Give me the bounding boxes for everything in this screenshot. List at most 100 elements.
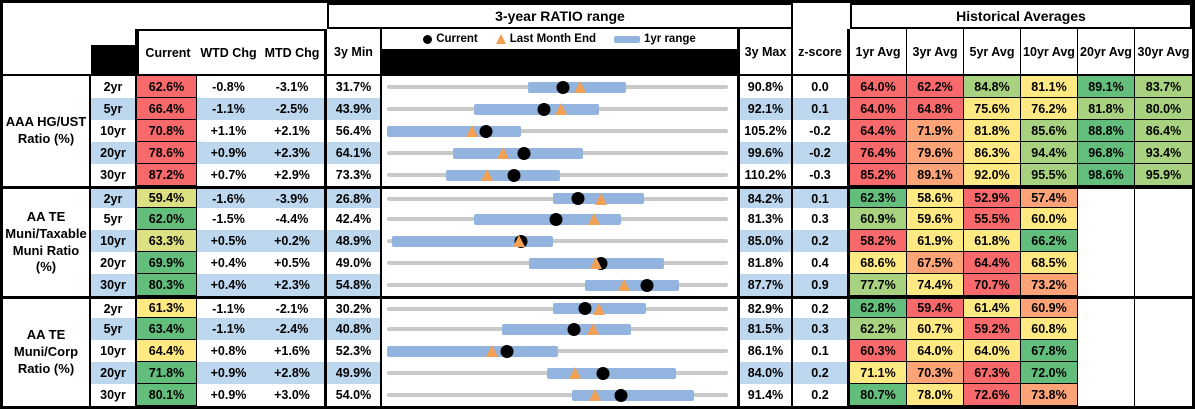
wtd-chg-cell: +0.9% [197, 362, 260, 384]
current-dot-marker [556, 80, 570, 94]
wtd-chg-cell: +1.1% [197, 120, 260, 142]
current-cell: 64.4% [137, 340, 197, 362]
avg-cell-empty [1078, 340, 1135, 362]
mtd-chg-cell: -2.1% [260, 296, 327, 318]
col-header-wtd-chg: WTD Chg [197, 29, 260, 76]
wtd-chg-cell: +0.4% [197, 252, 260, 274]
avg-cell: 67.5% [907, 252, 964, 274]
avg-cell: 81.8% [1078, 98, 1135, 120]
legend-1yr-range-label: 1yr range [644, 33, 696, 45]
avg-cell: 72.6% [964, 384, 1021, 406]
header-top-left-spacer [3, 3, 327, 29]
current-cell: 62.0% [137, 208, 197, 230]
mtd-chg-cell: +2.9% [260, 164, 327, 186]
zscore-cell: 0.4 [793, 252, 850, 274]
avg-cell: 96.8% [1078, 142, 1135, 164]
last-month-triangle-marker [465, 125, 478, 137]
avg-cell: 92.0% [964, 164, 1021, 186]
zscore-cell: 0.2 [793, 362, 850, 384]
range-chart-cell [382, 76, 740, 98]
zscore-cell: -0.2 [793, 120, 850, 142]
max-3y-cell: 99.6% [740, 142, 793, 164]
current-dot-marker [500, 344, 514, 358]
max-3y-cell: 92.1% [740, 98, 793, 120]
chart-header-black-bar [382, 49, 737, 74]
max-3y-cell: 90.8% [740, 76, 793, 98]
tenor-cell: 2yr [91, 186, 137, 208]
mtd-chg-cell: -3.9% [260, 186, 327, 208]
range-1yr-bar [473, 103, 599, 115]
range-1yr-bar [473, 213, 622, 225]
zscore-cell: 0.2 [793, 230, 850, 252]
avg-cell: 83.7% [1135, 76, 1192, 98]
mtd-chg-cell: +0.5% [260, 252, 327, 274]
tenor-header-spacer [91, 29, 135, 45]
header-zscore-spacer [793, 3, 850, 29]
tenor-cell: 20yr [91, 252, 137, 274]
current-dot-marker [507, 168, 521, 182]
avg-cell: 60.7% [907, 318, 964, 340]
last-month-triangle-marker [587, 323, 600, 335]
max-3y-cell: 82.9% [740, 296, 793, 318]
avg-cell: 78.0% [907, 384, 964, 406]
avg-cell-empty [1135, 230, 1192, 252]
range-3y-line [387, 283, 729, 287]
min-3y-cell: 49.9% [327, 362, 382, 384]
wtd-chg-cell: +0.9% [197, 384, 260, 406]
current-dot-marker [549, 212, 563, 226]
avg-cell: 64.4% [850, 120, 907, 142]
mtd-chg-cell: +2.1% [260, 120, 327, 142]
last-month-triangle-marker [555, 103, 568, 115]
wtd-chg-cell: +0.7% [197, 164, 260, 186]
avg-cell-empty [1078, 362, 1135, 384]
zscore-cell: -0.3 [793, 164, 850, 186]
legend-item-current: Current [423, 33, 478, 45]
avg-cell: 67.8% [1021, 340, 1078, 362]
wtd-chg-cell: -1.1% [197, 98, 260, 120]
avg-cell: 89.1% [1078, 76, 1135, 98]
mtd-chg-cell: +0.2% [260, 230, 327, 252]
avg-cell: 64.0% [964, 340, 1021, 362]
avg-cell-empty [1078, 230, 1135, 252]
current-cell: 66.4% [137, 98, 197, 120]
mtd-chg-cell: +3.0% [260, 384, 327, 406]
avg-cell: 66.2% [1021, 230, 1078, 252]
avg-cell: 93.4% [1135, 142, 1192, 164]
avg-cell: 55.5% [964, 208, 1021, 230]
wtd-chg-cell: -1.1% [197, 296, 260, 318]
max-3y-cell: 81.3% [740, 208, 793, 230]
avg-cell-empty [1078, 252, 1135, 274]
current-cell: 71.8% [137, 362, 197, 384]
avg-cell: 64.0% [850, 76, 907, 98]
min-3y-cell: 49.0% [327, 252, 382, 274]
zscore-cell: 0.1 [793, 340, 850, 362]
col-header-10yr-avg: 10yr Avg [1021, 29, 1078, 76]
tenor-cell: 5yr [91, 208, 137, 230]
range-1yr-bar [446, 169, 561, 181]
wtd-chg-cell: -1.6% [197, 186, 260, 208]
current-cell: 80.3% [137, 274, 197, 296]
avg-cell: 77.7% [850, 274, 907, 296]
mtd-chg-cell: +1.6% [260, 340, 327, 362]
range-chart-cell [382, 98, 740, 120]
avg-cell: 71.9% [907, 120, 964, 142]
current-dot-marker [578, 302, 592, 315]
max-3y-cell: 81.8% [740, 252, 793, 274]
max-3y-cell: 87.7% [740, 274, 793, 296]
avg-cell: 62.8% [850, 296, 907, 318]
chart-header-cell: Current Last Month End 1yr range [382, 29, 740, 76]
legend-current-label: Current [436, 33, 478, 45]
range-chart-cell [382, 164, 740, 186]
mtd-chg-cell: -2.4% [260, 318, 327, 340]
current-dot-marker [537, 102, 551, 116]
tenor-cell: 2yr [91, 296, 137, 318]
avg-cell-empty [1135, 318, 1192, 340]
max-3y-cell: 110.2% [740, 164, 793, 186]
wtd-chg-cell: +0.9% [197, 142, 260, 164]
avg-cell: 70.3% [907, 362, 964, 384]
last-month-triangle-marker [589, 257, 602, 269]
col-header-3y-min: 3y Min [327, 29, 382, 76]
range-chart-cell [382, 208, 740, 230]
wtd-chg-cell: +0.5% [197, 230, 260, 252]
col-header-mtd-chg: MTD Chg [260, 29, 327, 76]
